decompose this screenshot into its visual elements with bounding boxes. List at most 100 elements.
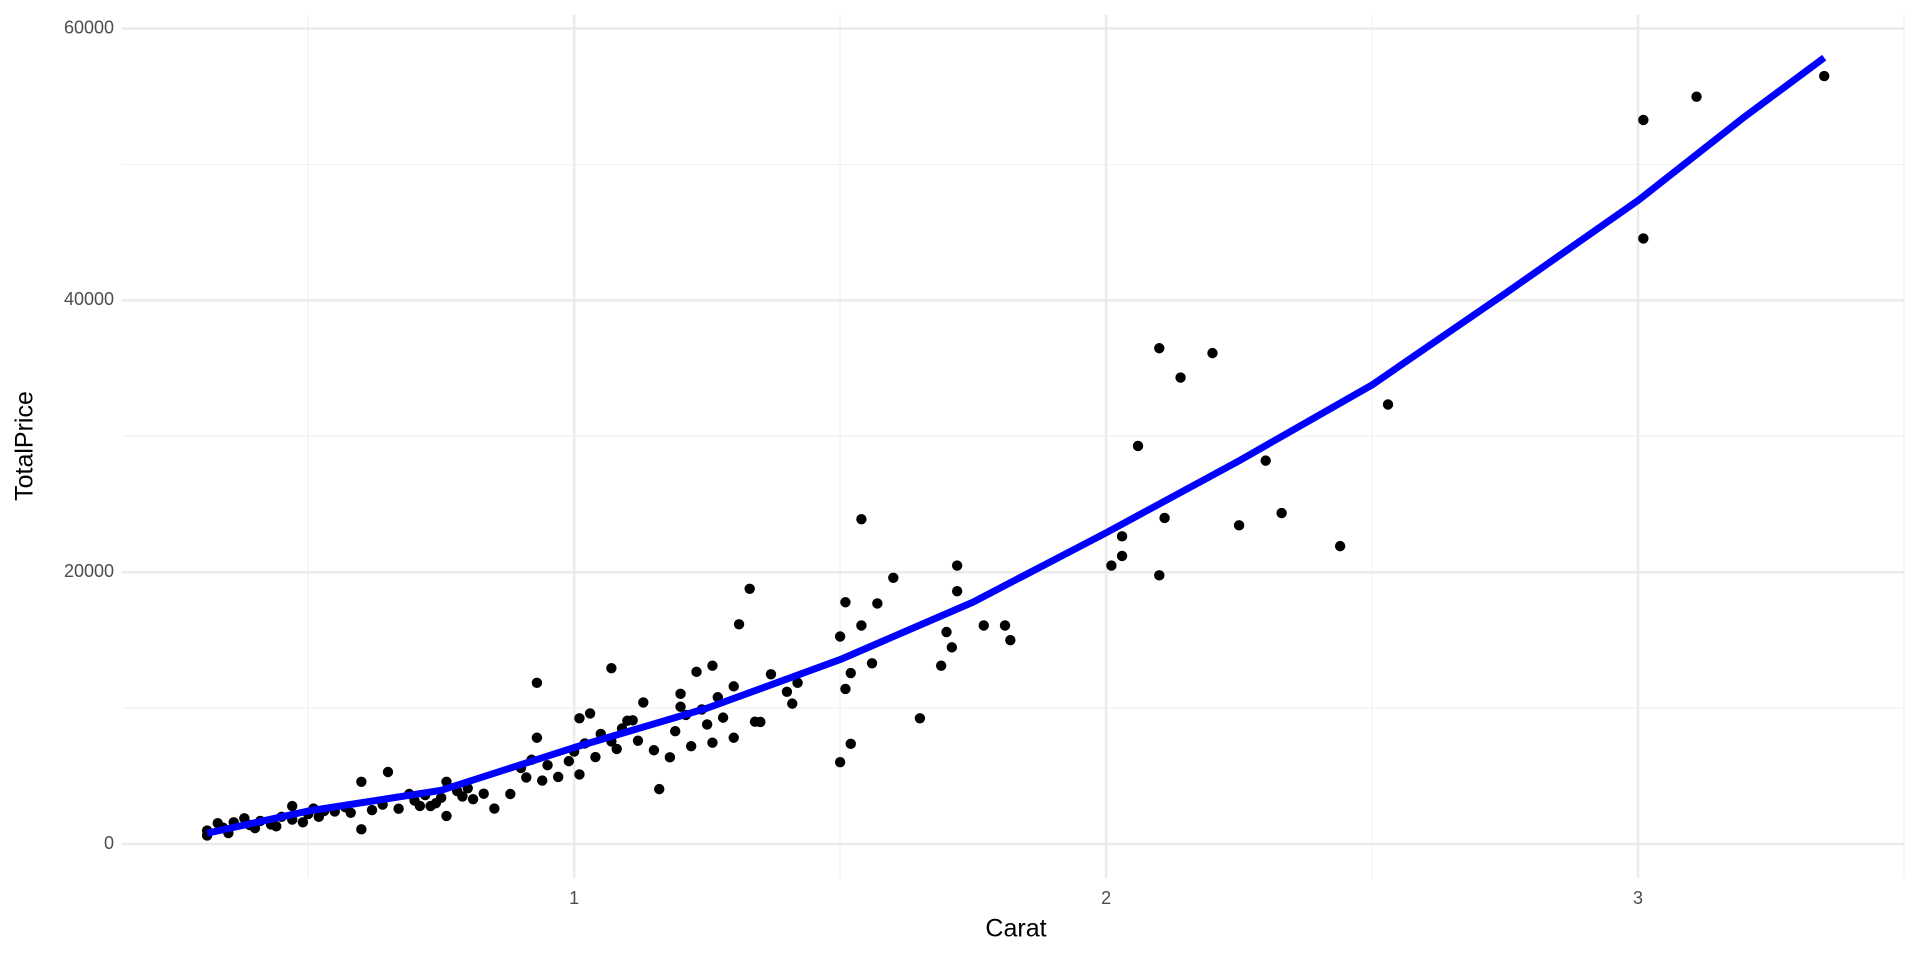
point xyxy=(1159,512,1170,524)
y-tick-label: 60000 xyxy=(64,17,114,37)
point xyxy=(834,631,846,642)
point xyxy=(435,792,447,804)
point xyxy=(781,686,793,698)
y-tick-label: 40000 xyxy=(64,289,114,309)
point xyxy=(521,772,532,783)
y-tick-label: 20000 xyxy=(64,561,114,581)
point xyxy=(382,766,394,778)
point xyxy=(1691,91,1702,102)
point xyxy=(414,800,426,812)
point xyxy=(574,769,585,780)
point xyxy=(1116,550,1128,562)
point xyxy=(1175,372,1186,383)
point xyxy=(685,740,697,752)
point xyxy=(287,800,298,812)
point xyxy=(888,572,899,583)
point xyxy=(765,669,777,680)
point xyxy=(632,735,644,746)
y-tick-label: 0 xyxy=(104,833,114,853)
point xyxy=(638,697,649,708)
x-axis-title: Carat xyxy=(985,915,1046,943)
point xyxy=(648,745,660,756)
point xyxy=(675,701,686,712)
point xyxy=(978,620,989,631)
point xyxy=(611,743,622,755)
point xyxy=(1382,399,1394,410)
fit-line xyxy=(206,54,1827,837)
point xyxy=(744,583,755,594)
point xyxy=(701,719,713,730)
point xyxy=(1334,540,1346,552)
point xyxy=(366,804,378,816)
y-axis-title: TotalPrice xyxy=(11,391,39,501)
point xyxy=(1276,507,1287,519)
point xyxy=(542,759,553,771)
point xyxy=(531,677,543,689)
point xyxy=(1207,347,1218,359)
point xyxy=(345,807,356,818)
point xyxy=(537,775,548,786)
point xyxy=(856,620,867,631)
point xyxy=(1638,114,1649,126)
point xyxy=(999,620,1011,631)
point xyxy=(935,660,947,671)
point xyxy=(717,712,729,723)
point xyxy=(787,698,798,709)
point xyxy=(563,755,575,767)
x-tick-label: 1 xyxy=(569,888,579,908)
point xyxy=(1233,520,1245,531)
point xyxy=(590,751,601,763)
point xyxy=(356,776,367,787)
point xyxy=(489,803,500,814)
point xyxy=(1005,634,1016,646)
point xyxy=(941,626,952,638)
point xyxy=(670,726,681,737)
point xyxy=(271,821,282,832)
point xyxy=(1638,233,1649,244)
point xyxy=(297,817,309,828)
point xyxy=(664,752,676,763)
point xyxy=(313,811,325,823)
point xyxy=(1260,455,1271,466)
point xyxy=(872,598,883,609)
point xyxy=(840,597,851,608)
point xyxy=(866,658,878,669)
point xyxy=(951,586,963,597)
point xyxy=(1154,343,1165,354)
point xyxy=(654,783,665,795)
point xyxy=(627,715,638,726)
point xyxy=(675,688,686,700)
x-tick-label: 3 xyxy=(1633,888,1643,908)
point xyxy=(584,708,596,719)
point xyxy=(728,732,739,743)
point xyxy=(749,716,761,727)
point xyxy=(845,738,856,750)
point xyxy=(733,619,745,630)
point xyxy=(1116,531,1128,542)
point xyxy=(606,662,617,674)
point xyxy=(707,660,718,671)
point xyxy=(574,713,585,724)
point xyxy=(531,732,543,743)
point xyxy=(1154,570,1165,581)
point xyxy=(505,788,516,800)
point xyxy=(478,788,489,799)
point xyxy=(792,677,803,689)
point xyxy=(834,757,846,768)
point xyxy=(1106,560,1117,571)
point xyxy=(1132,440,1144,452)
point xyxy=(845,667,856,679)
point xyxy=(1819,70,1830,82)
point xyxy=(951,560,963,571)
point xyxy=(441,810,452,822)
point xyxy=(914,713,926,724)
point xyxy=(840,683,851,695)
point xyxy=(946,642,958,653)
point xyxy=(356,824,367,835)
point xyxy=(552,771,564,783)
x-tick-label: 2 xyxy=(1101,888,1111,908)
point xyxy=(467,793,479,805)
point xyxy=(728,681,739,692)
